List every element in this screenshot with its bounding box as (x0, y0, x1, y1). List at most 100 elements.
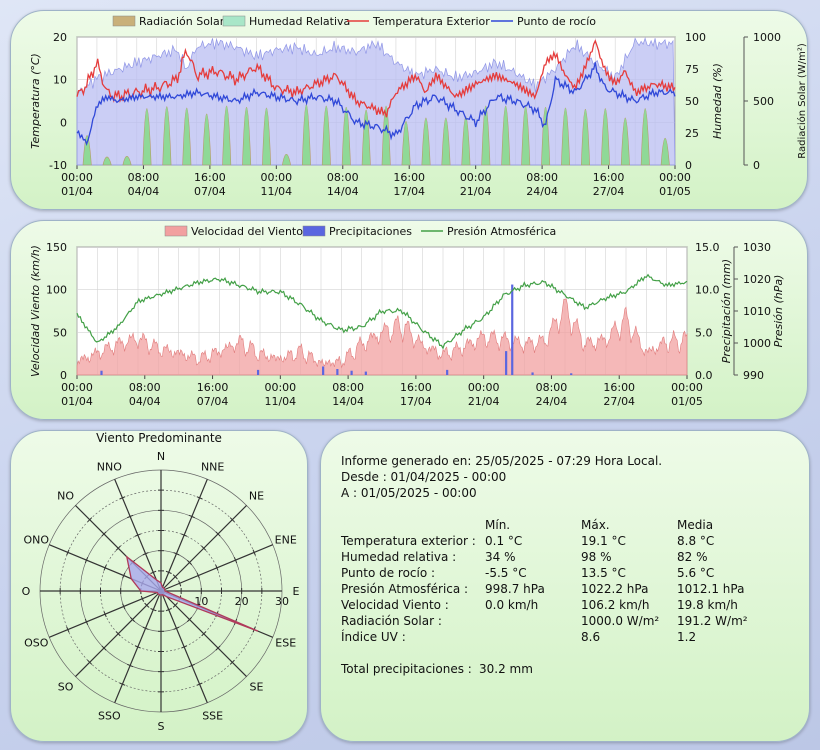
x-tick-time: 16:00 (593, 171, 625, 184)
x-tick-date: 04/04 (129, 395, 161, 408)
report-cell-avg: 5.6 °C (677, 566, 715, 580)
rose-spoke-tick (196, 496, 203, 500)
rose-direction-label: NE (249, 490, 264, 503)
rose-spoke-tick (122, 572, 126, 579)
x-tick-date: 11/04 (264, 395, 296, 408)
rose-direction-label: ENE (275, 533, 297, 546)
report-cell-max: 19.1 °C (581, 534, 626, 548)
x-tick-time: 00:00 (61, 381, 93, 394)
x-tick-date: 27/04 (603, 395, 635, 408)
solar-radiation-bar (341, 107, 351, 166)
y-tick-solar: 500 (753, 95, 774, 108)
y-axis-label-pressure: Presión (hPa) (772, 275, 785, 348)
solar-radiation-bar (481, 105, 491, 166)
rose-spoke-tick (115, 631, 121, 637)
rose-spoke-tick (101, 531, 107, 537)
precipitation-bar (100, 370, 103, 375)
report-cell-min: -5.5 °C (485, 566, 527, 580)
x-tick-time: 16:00 (400, 381, 432, 394)
rose-spoke-tick (142, 552, 149, 556)
legend-swatch (164, 225, 188, 237)
x-tick-date: 01/04 (61, 185, 93, 198)
rose-spoke-tick (150, 570, 157, 574)
solar-radiation-bar (541, 107, 551, 166)
rose-direction-label: N (157, 450, 165, 463)
rose-direction-label: SSO (98, 710, 121, 723)
x-tick-time: 08:00 (327, 171, 359, 184)
y-tick-pressure: 1030 (743, 241, 771, 254)
solar-radiation-bar (620, 117, 630, 166)
precipitation-bar (256, 369, 260, 375)
legend-swatch (222, 15, 246, 27)
precipitation-bar (364, 371, 367, 375)
rose-spoke-tick (127, 663, 134, 668)
report-panel: Informe generado en: 25/05/2025 - 07:29 … (320, 430, 810, 742)
rose-spoke-tick (119, 682, 126, 686)
x-tick-date: 04/04 (128, 185, 160, 198)
y-tick-pressure: 990 (743, 369, 764, 382)
rose-spoke-tick (127, 514, 134, 519)
x-tick-date: 27/04 (593, 185, 625, 198)
legend-label: Precipitaciones (329, 225, 412, 238)
total-precip-label: Total precipitaciones : (341, 662, 472, 676)
wind-speed-area (76, 298, 688, 376)
precipitation-bar (322, 366, 325, 375)
x-tick-time: 08:00 (128, 171, 160, 184)
rose-direction-label: OSO (24, 637, 49, 650)
report-cell-min: 998.7 hPa (485, 582, 545, 596)
x-tick-date: 17/04 (393, 185, 425, 198)
solar-radiation-bar (162, 106, 172, 166)
x-tick-date: 07/04 (197, 395, 229, 408)
x-tick-date: 01/05 (671, 395, 703, 408)
solar-radiation-bar (122, 155, 132, 166)
report-cell-max: 106.2 km/h (581, 598, 650, 612)
precipitation-bar (350, 370, 353, 375)
solar-radiation-bar (262, 107, 272, 166)
y-tick-wind: 0 (60, 369, 67, 382)
rose-spoke-tick (201, 545, 207, 551)
rose-spoke-tick (165, 570, 172, 574)
solar-radiation-bar (401, 121, 411, 166)
rose-spoke-tick (101, 645, 107, 651)
rose-spoke-tick (84, 557, 89, 564)
rose-spoke-tick (144, 602, 150, 608)
rose-radial-label: 20 (235, 595, 249, 608)
y-tick-humidity: 25 (685, 127, 699, 140)
legend-swatch (302, 225, 326, 237)
rose-direction-label: SSE (202, 710, 223, 723)
x-tick-date: 24/04 (526, 185, 558, 198)
report-cell-label: Punto de rocío : (341, 566, 436, 580)
report-cell-label: Presión Atmosférica : (341, 582, 469, 596)
precipitation-bar (511, 284, 514, 375)
rose-spoke-tick (229, 659, 235, 665)
report-cell-avg: 1012.1 hPa (677, 582, 745, 596)
solar-radiation-bar (361, 109, 371, 166)
rose-spoke-tick (178, 580, 182, 587)
x-tick-time: 00:00 (61, 171, 93, 184)
pressure-line (76, 273, 688, 350)
solar-radiation-bar (461, 116, 471, 166)
rose-spoke-tick (188, 514, 195, 519)
x-tick-time: 16:00 (603, 381, 635, 394)
precipitation-bar (505, 351, 508, 375)
y-tick-humidity: 50 (685, 95, 699, 108)
y-tick-wind: 50 (53, 326, 67, 339)
report-cell-avg: 82 % (677, 550, 708, 564)
solar-radiation-bar (561, 107, 571, 166)
y-axis-label-humidity: Humedad (%) (711, 63, 724, 139)
report-cell-max: 98 % (581, 550, 612, 564)
rose-spoke-tick (229, 517, 235, 523)
y-tick-pressure: 1000 (743, 337, 771, 350)
solar-radiation-bar (441, 117, 451, 166)
rose-spoke-tick (165, 608, 172, 612)
solar-radiation-bar (102, 156, 112, 166)
report-cell-label: Humedad relativa : (341, 550, 457, 564)
report-from: Desde : 01/04/2025 - 00:00 (341, 470, 507, 484)
y-tick-solar: 1000 (753, 31, 781, 44)
y-axis-label-wind: Velocidad Viento (km/h) (29, 245, 42, 377)
total-precip-value: 30.2 mm (479, 662, 533, 676)
solar-radiation-bar (321, 105, 331, 166)
report-cell-avg: 8.8 °C (677, 534, 715, 548)
rose-spoke-tick (115, 545, 121, 551)
